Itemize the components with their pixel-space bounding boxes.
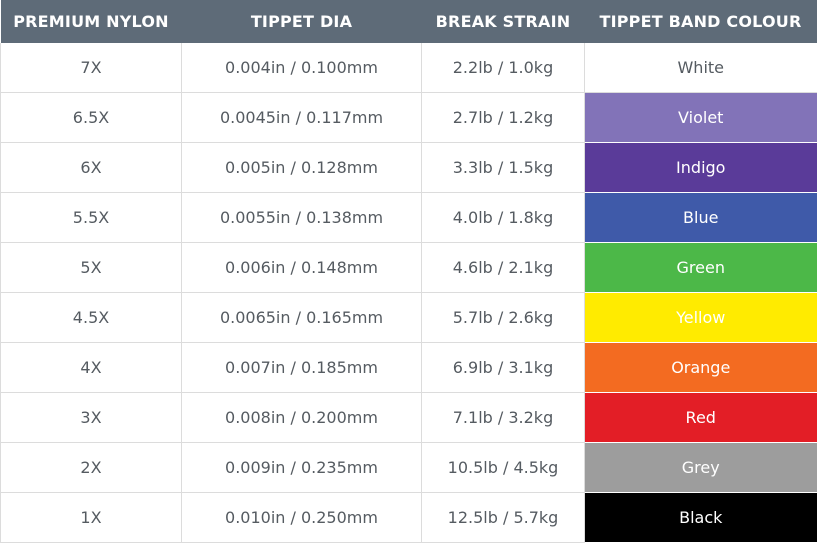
band-colour-cell: Orange: [584, 342, 817, 393]
tippet-dia-cell: 0.010in / 0.250mm: [181, 492, 422, 543]
band-colour-cell: Violet: [584, 92, 817, 143]
table-row: 3X 0.008in / 0.200mm 7.1lb / 3.2kg Red: [0, 392, 817, 443]
size-cell: 2X: [0, 442, 182, 493]
tippet-dia-cell: 0.004in / 0.100mm: [181, 43, 422, 93]
tippet-dia-cell: 0.008in / 0.200mm: [181, 392, 422, 443]
table-row: 7X 0.004in / 0.100mm 2.2lb / 1.0kg White: [0, 43, 817, 93]
band-colour-cell: Green: [584, 242, 817, 293]
table-body: 7X 0.004in / 0.100mm 2.2lb / 1.0kg White 6.5…: [0, 43, 817, 543]
table-row: 1X 0.010in / 0.250mm 12.5lb / 5.7kg Black: [0, 492, 817, 543]
tippet-dia-cell: 0.0055in / 0.138mm: [181, 192, 422, 243]
tippet-dia-cell: 0.0065in / 0.165mm: [181, 292, 422, 343]
table-row: 6X 0.005in / 0.128mm 3.3lb / 1.5kg Indigo: [0, 142, 817, 193]
table-row: 4.5X 0.0065in / 0.165mm 5.7lb / 2.6kg Yello…: [0, 292, 817, 343]
header-break-strain: BREAK STRAIN: [421, 0, 585, 43]
table-row: 2X 0.009in / 0.235mm 10.5lb / 4.5kg Grey: [0, 442, 817, 493]
size-cell: 5X: [0, 242, 182, 293]
size-cell: 6.5X: [0, 92, 182, 143]
tippet-dia-cell: 0.007in / 0.185mm: [181, 342, 422, 393]
header-tippet-dia: TIPPET DIA: [181, 0, 422, 43]
size-cell: 6X: [0, 142, 182, 193]
break-strain-cell: 4.0lb / 1.8kg: [421, 192, 585, 243]
break-strain-cell: 4.6lb / 2.1kg: [421, 242, 585, 293]
break-strain-cell: 2.2lb / 1.0kg: [421, 43, 585, 93]
size-cell: 5.5X: [0, 192, 182, 243]
break-strain-cell: 3.3lb / 1.5kg: [421, 142, 585, 193]
size-cell: 3X: [0, 392, 182, 443]
size-cell: 1X: [0, 492, 182, 543]
size-cell: 7X: [0, 43, 182, 93]
break-strain-cell: 5.7lb / 2.6kg: [421, 292, 585, 343]
break-strain-cell: 12.5lb / 5.7kg: [421, 492, 585, 543]
break-strain-cell: 10.5lb / 4.5kg: [421, 442, 585, 493]
band-colour-cell: Blue: [584, 192, 817, 243]
band-colour-cell: Grey: [584, 442, 817, 493]
band-colour-cell: Indigo: [584, 142, 817, 193]
size-cell: 4X: [0, 342, 182, 393]
table-header: PREMIUM NYLON TIPPET DIA BREAK STRAIN TI…: [0, 0, 817, 43]
band-colour-cell: Black: [584, 492, 817, 543]
break-strain-cell: 2.7lb / 1.2kg: [421, 92, 585, 143]
table-row: 5.5X 0.0055in / 0.138mm 4.0lb / 1.8kg Blue: [0, 192, 817, 243]
header-tippet-band-colour: TIPPET BAND COLOUR: [584, 0, 817, 43]
header-row: PREMIUM NYLON TIPPET DIA BREAK STRAIN TI…: [0, 0, 817, 43]
band-colour-cell: Red: [584, 392, 817, 443]
band-colour-cell: Yellow: [584, 292, 817, 343]
tippet-dia-cell: 0.0045in / 0.117mm: [181, 92, 422, 143]
table-row: 6.5X 0.0045in / 0.117mm 2.7lb / 1.2kg Viole…: [0, 92, 817, 143]
tippet-dia-cell: 0.009in / 0.235mm: [181, 442, 422, 493]
header-premium-nylon: PREMIUM NYLON: [0, 0, 182, 43]
break-strain-cell: 7.1lb / 3.2kg: [421, 392, 585, 443]
table-row: 4X 0.007in / 0.185mm 6.9lb / 3.1kg Orange: [0, 342, 817, 393]
tippet-dia-cell: 0.006in / 0.148mm: [181, 242, 422, 293]
tippet-dia-cell: 0.005in / 0.128mm: [181, 142, 422, 193]
band-colour-cell: White: [584, 43, 817, 93]
table-row: 5X 0.006in / 0.148mm 4.6lb / 2.1kg Green: [0, 242, 817, 293]
size-cell: 4.5X: [0, 292, 182, 343]
break-strain-cell: 6.9lb / 3.1kg: [421, 342, 585, 393]
